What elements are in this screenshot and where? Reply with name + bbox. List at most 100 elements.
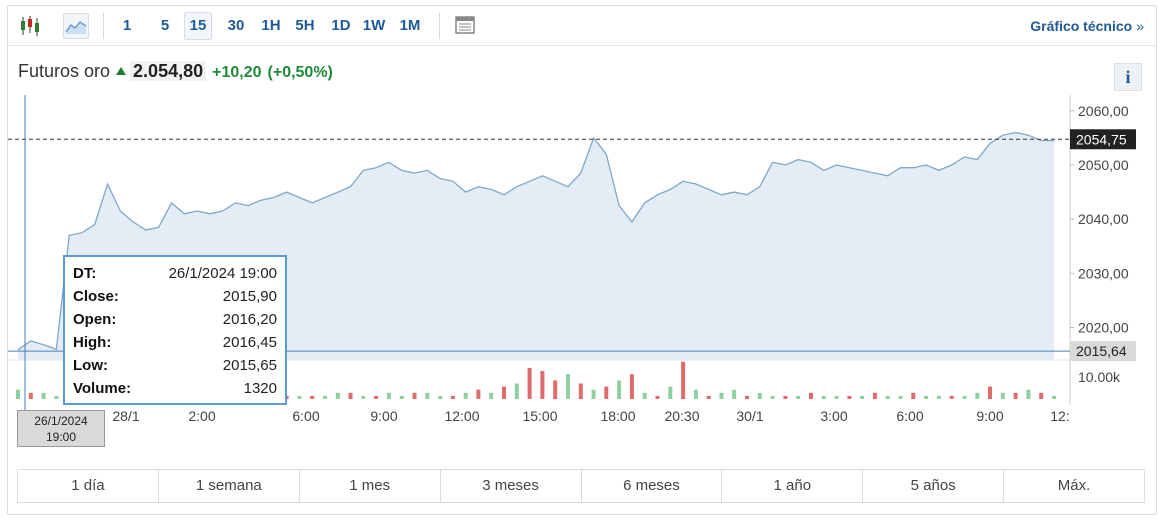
timeframe-5-button[interactable]: 5	[160, 17, 170, 34]
volume-bar	[962, 395, 967, 399]
instrument-name: Futuros oro	[18, 61, 111, 81]
volume-bar	[732, 389, 737, 399]
volume-bar	[872, 392, 877, 399]
volume-bar	[681, 361, 686, 399]
volume-bar	[425, 392, 430, 399]
candlestick-icon[interactable]	[18, 13, 44, 39]
volume-bar	[412, 392, 417, 399]
volume-bar	[463, 392, 468, 399]
volume-bar	[757, 392, 762, 399]
x-tick-label: 2:00	[188, 408, 215, 424]
timeframe-30-button[interactable]: 30	[227, 17, 245, 34]
volume-bar	[591, 389, 596, 399]
volume-bar	[847, 395, 852, 399]
y-tick-label: 2040,00	[1078, 211, 1129, 227]
crosshair-price-badge	[1070, 341, 1136, 362]
volume-bar	[1013, 392, 1018, 399]
tooltip-row: Open: 2016,20	[73, 308, 277, 331]
volume-bar	[361, 395, 366, 399]
tooltip-row: Close: 2015,90	[73, 285, 277, 308]
x-tick-label: 9:00	[370, 408, 397, 424]
timeframe-1w-button[interactable]: 1W	[362, 17, 386, 34]
timeframe-5h-button[interactable]: 5H	[295, 17, 315, 34]
price-line	[17, 131, 1054, 351]
volume-bar	[54, 395, 59, 399]
volume-bar	[566, 374, 570, 399]
range-button[interactable]: 1 mes	[300, 470, 441, 502]
tooltip-row: DT: 26/1/2024 19:00	[73, 262, 277, 285]
chevron-right-icon: »	[1136, 18, 1144, 34]
range-button[interactable]: Máx.	[1057, 477, 1091, 494]
volume-bar	[693, 389, 698, 399]
volume-bar	[809, 392, 813, 399]
tooltip-key: Open:	[73, 311, 117, 328]
tooltip-value: 2016,45	[222, 334, 277, 351]
volume-bar	[323, 395, 327, 399]
y-tick-label: 2060,00	[1078, 103, 1129, 119]
volume-bar	[527, 368, 532, 399]
last-price: 2.054,80	[130, 61, 207, 81]
volume-bar	[706, 395, 711, 399]
timeframe-1-button[interactable]: 1	[122, 17, 132, 34]
x-tick-label: 18:00	[600, 408, 635, 424]
volume-bar	[770, 395, 775, 399]
range-button[interactable]: 1 año	[722, 470, 864, 502]
volume-bar	[16, 389, 20, 399]
x-tick-label: 6:00	[292, 408, 319, 424]
range-button[interactable]: 5 años	[863, 470, 1005, 502]
volume-bar	[834, 395, 839, 399]
price-change: +10,20	[212, 64, 262, 81]
range-selector: 1 día 1 semana 1 mes 3 meses 6 meses 1 año 5 a…	[17, 469, 1145, 503]
volume-bar	[745, 395, 749, 399]
volume-bar	[988, 386, 992, 399]
timeframe-15-button[interactable]: 15	[184, 12, 212, 40]
volume-bar	[911, 392, 916, 399]
crosshair-date-badge: 26/1/2024 19:00	[17, 410, 105, 447]
area-chart-icon[interactable]	[63, 13, 89, 39]
volume-bar	[297, 395, 302, 399]
volume-bar	[1026, 389, 1031, 399]
volume-bar	[348, 392, 353, 399]
volume-bar	[617, 380, 622, 399]
tooltip-key: Close:	[73, 288, 119, 305]
timeframe-1m-button[interactable]: 1M	[399, 17, 421, 34]
current-price-badge	[1070, 129, 1136, 150]
volume-bar	[540, 371, 545, 399]
x-tick-label: 12:	[1050, 408, 1069, 424]
volume-bar	[1039, 392, 1044, 399]
volume-bar	[41, 392, 46, 399]
info-button[interactable]: i	[1114, 63, 1142, 91]
data-tooltip: DT: 26/1/2024 19:00 Close: 2015,90 Open: 2016…	[63, 255, 287, 405]
y-tick-label: 2030,00	[1078, 265, 1129, 281]
chart-toolbar: 1 5 15 30 1H 5H 1D 1W 1M Gráfico técnico»	[8, 6, 1156, 46]
tooltip-key: DT:	[73, 265, 97, 282]
volume-bar	[783, 395, 788, 399]
tooltip-key: High:	[73, 334, 112, 351]
volume-bar	[898, 395, 903, 399]
tooltip-key: Low:	[73, 357, 108, 374]
range-button[interactable]: 1 día	[18, 470, 159, 502]
volume-bar	[655, 395, 660, 399]
x-tick-label: 3:00	[820, 408, 847, 424]
table-icon[interactable]	[453, 13, 479, 39]
price-change-percent: (+0,50%)	[267, 64, 333, 81]
volume-bar	[924, 395, 929, 399]
volume-bar	[642, 392, 647, 399]
technical-chart-link[interactable]: Gráfico técnico»	[1030, 18, 1144, 34]
tooltip-value: 2015,90	[222, 288, 277, 305]
volume-bar	[719, 392, 724, 399]
volume-bar	[386, 392, 391, 399]
tooltip-row: Low: 2015,65	[73, 354, 277, 377]
timeframe-1d-button[interactable]: 1D	[331, 17, 351, 34]
x-tick-label: 30/1	[736, 408, 763, 424]
range-button[interactable]: 1 semana	[159, 470, 300, 502]
volume-bar	[335, 392, 340, 399]
technical-chart-label: Gráfico técnico	[1030, 18, 1133, 34]
range-button[interactable]: 6 meses	[582, 470, 723, 502]
volume-bar	[629, 374, 634, 399]
timeframe-1h-button[interactable]: 1H	[261, 17, 281, 34]
volume-bar	[450, 395, 455, 399]
volume-bar	[668, 386, 673, 399]
range-button[interactable]: 3 meses	[441, 470, 582, 502]
volume-bar	[502, 386, 506, 399]
